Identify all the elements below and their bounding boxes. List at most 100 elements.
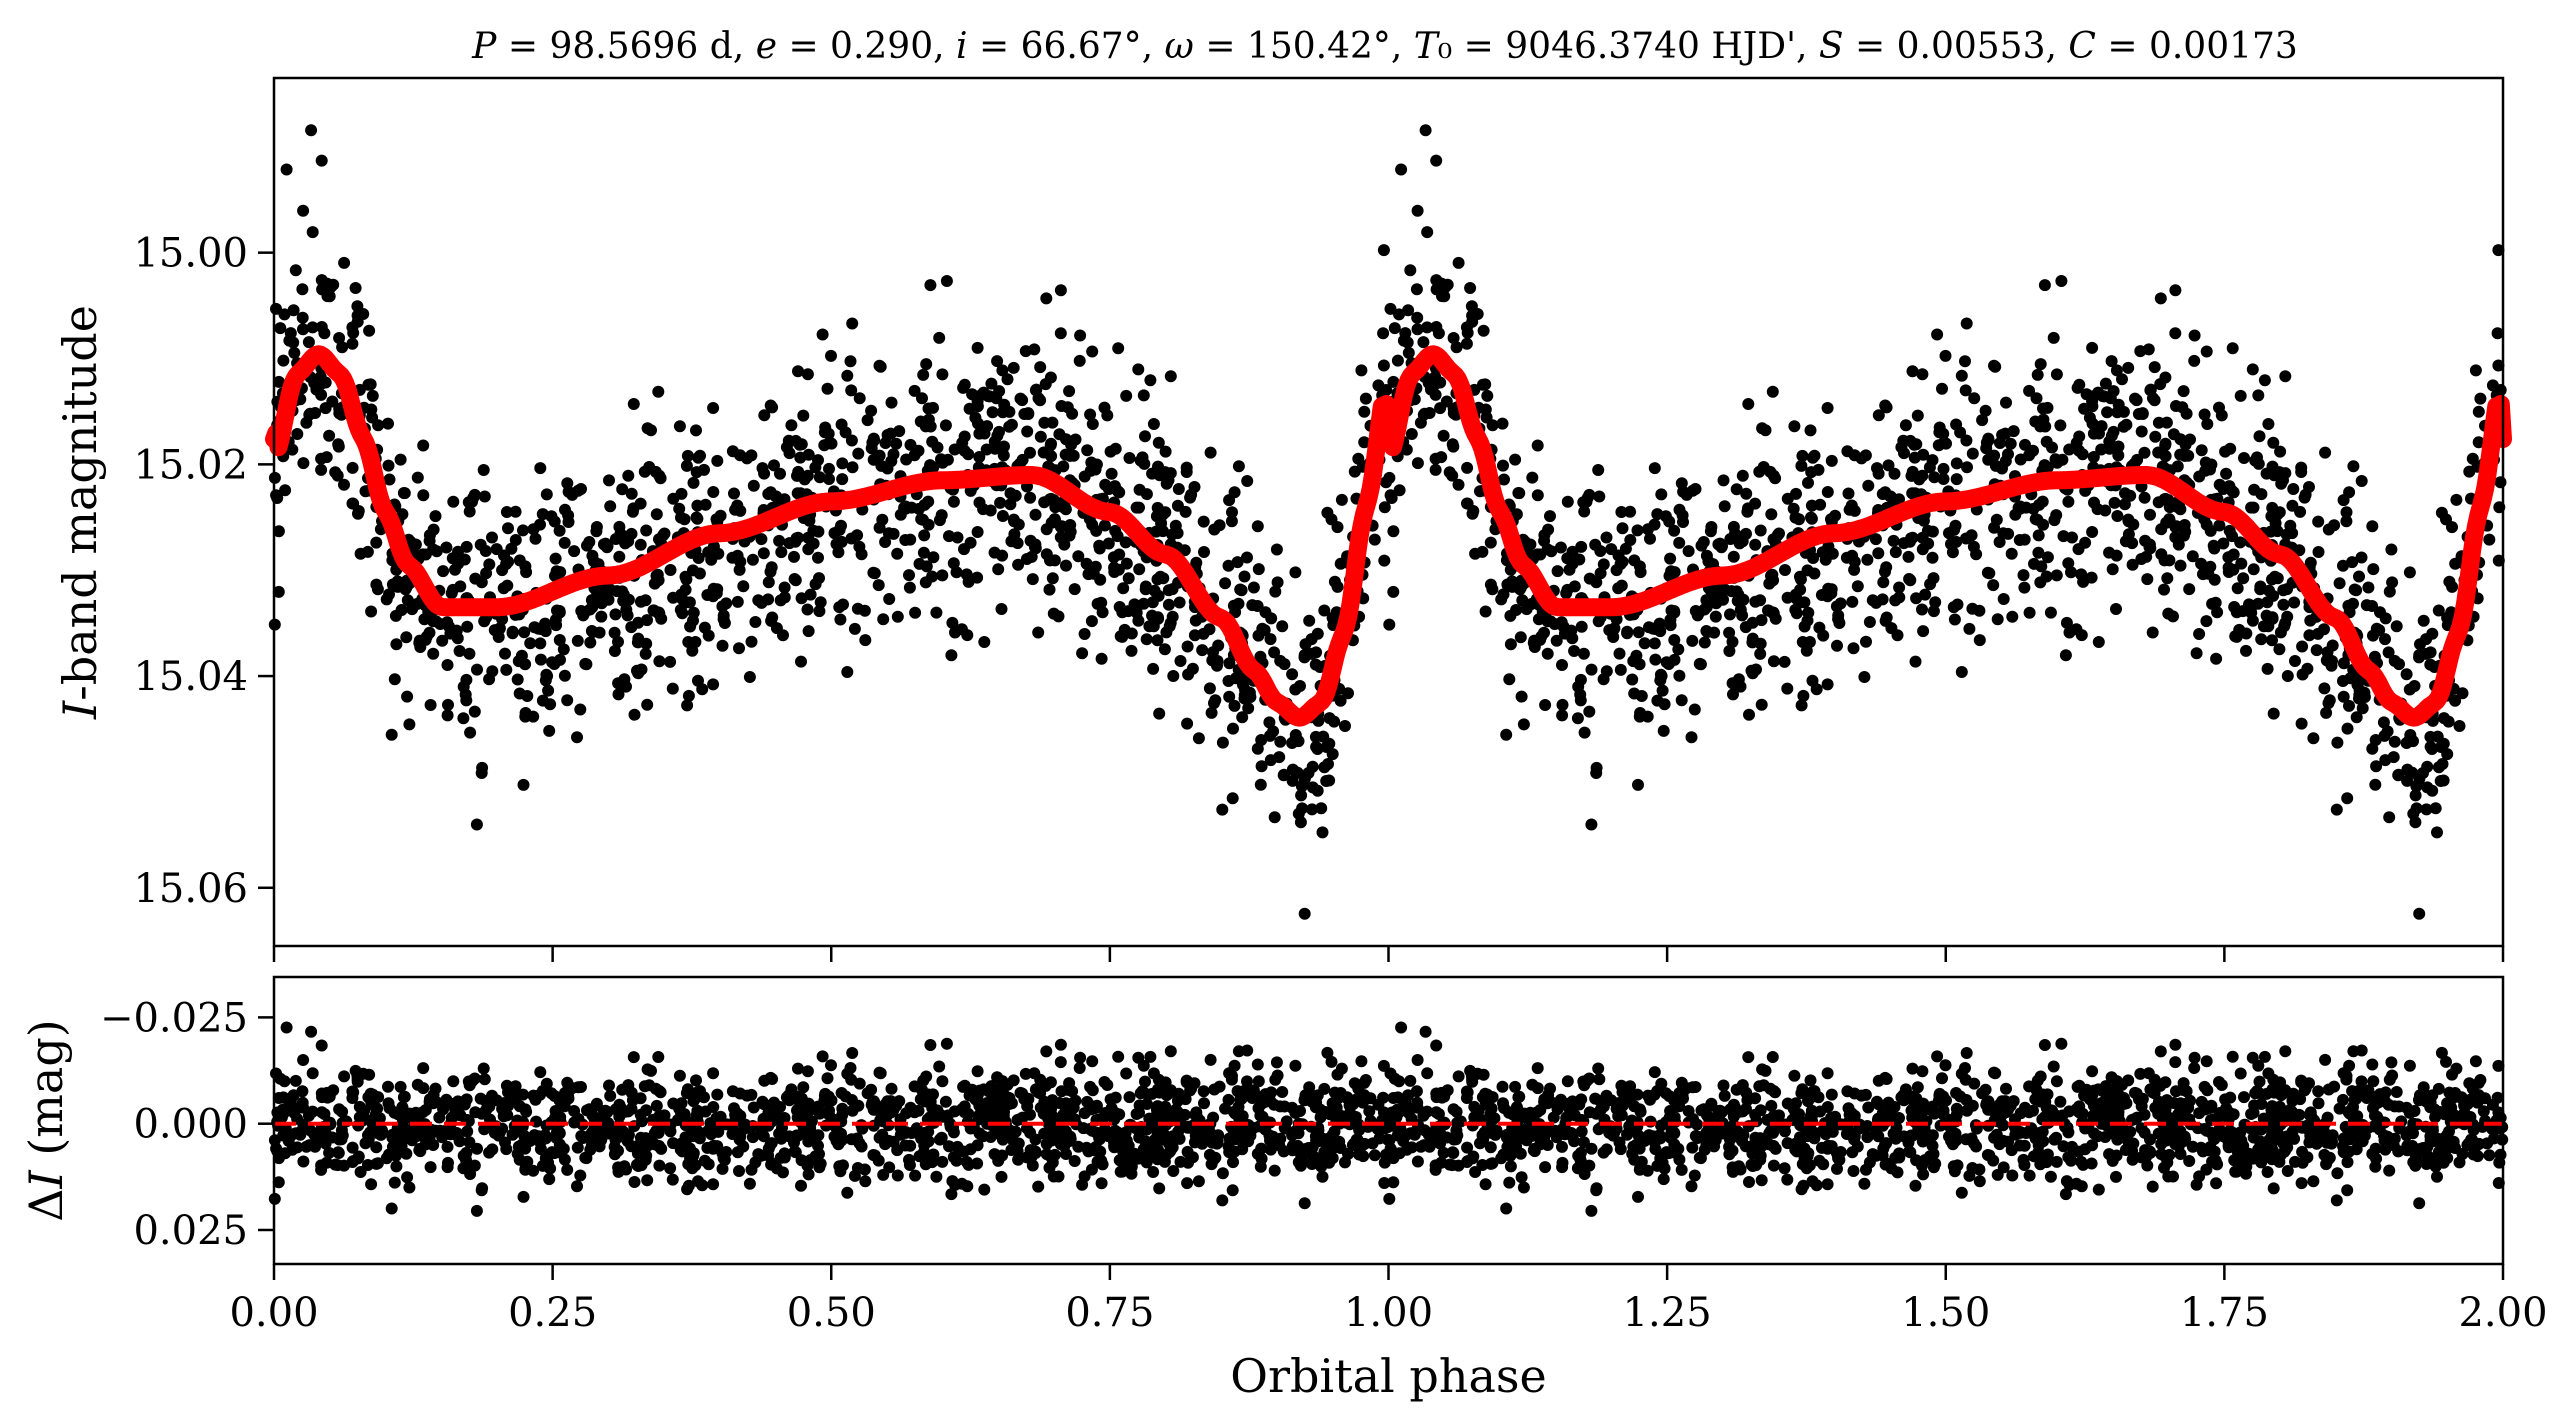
residual-point <box>2337 1132 2350 1145</box>
light-curve-point <box>1649 653 1662 666</box>
light-curve-point <box>2076 448 2089 461</box>
residual-point <box>645 1064 657 1077</box>
light-curve-point <box>306 226 319 239</box>
light-curve-point <box>549 552 562 565</box>
light-curve-point <box>382 417 394 430</box>
light-curve-point <box>1057 460 1070 473</box>
light-curve-point <box>1007 361 1020 374</box>
light-curve-point <box>1825 513 1837 526</box>
residual-point <box>2312 1085 2325 1098</box>
residual-point <box>2366 1058 2379 1071</box>
light-curve-point <box>2295 461 2308 474</box>
residual-point <box>2227 1108 2240 1121</box>
light-curve-point <box>846 317 859 330</box>
residual-point <box>1113 1108 1126 1121</box>
light-curve-point <box>2417 614 2430 627</box>
light-curve-point <box>890 437 903 450</box>
residual-point <box>2224 1091 2237 1104</box>
light-curve-point <box>1291 766 1304 779</box>
light-curve-point <box>2424 646 2437 659</box>
light-curve-point <box>2355 475 2368 487</box>
light-curve-point <box>1247 581 1260 594</box>
light-curve-point <box>2190 647 2203 660</box>
light-curve-point <box>397 487 410 499</box>
light-curve-point <box>1359 392 1372 405</box>
light-curve-point <box>823 473 835 485</box>
light-curve-point <box>424 699 437 711</box>
light-curve-point <box>801 469 814 482</box>
light-curve-point <box>2096 390 2109 403</box>
light-curve-point <box>1685 731 1698 744</box>
light-curve-point <box>2148 394 2161 407</box>
light-curve-point <box>1575 620 1588 633</box>
light-curve-point <box>1159 466 1172 479</box>
light-curve-point <box>2138 491 2151 504</box>
residual-point <box>664 1125 677 1138</box>
light-curve-point <box>1516 594 1529 607</box>
light-curve-point <box>2091 503 2104 516</box>
light-curve-point <box>1700 549 1713 562</box>
light-curve-point <box>950 566 963 579</box>
light-curve-point <box>289 264 302 277</box>
light-curve-point <box>988 546 1001 559</box>
light-curve-point <box>1804 424 1817 437</box>
light-curve-point <box>1988 449 2001 462</box>
light-curve-point <box>2086 417 2099 430</box>
light-curve-point <box>1558 627 1571 640</box>
light-curve-point <box>812 454 824 467</box>
residual-point <box>1479 1178 1492 1191</box>
light-curve-point <box>2373 624 2386 637</box>
light-curve-point <box>704 547 717 560</box>
light-curve-point <box>1615 506 1628 518</box>
residual-point <box>1335 1062 1348 1075</box>
light-curve-point <box>2183 583 2196 596</box>
light-curve-point <box>2086 400 2099 413</box>
light-curve-point <box>274 322 287 335</box>
light-curve-point <box>1192 732 1205 745</box>
light-curve-point <box>1742 398 1755 410</box>
light-curve-point <box>922 495 935 508</box>
light-curve-point <box>1098 519 1111 532</box>
light-curve-point <box>585 625 598 637</box>
residual-point <box>1517 1181 1530 1194</box>
residual-point <box>603 1079 615 1092</box>
light-curve-point <box>1908 438 1921 451</box>
light-curve-point <box>574 703 587 716</box>
residual-point <box>2169 1038 2182 1051</box>
light-curve-point <box>1209 694 1222 707</box>
light-curve-point <box>2152 416 2165 429</box>
light-curve-point <box>2188 354 2201 367</box>
light-curve-point <box>791 469 803 482</box>
light-curve-point <box>323 429 336 442</box>
light-curve-point <box>315 388 328 401</box>
residual-point <box>1289 1059 1302 1072</box>
residual-point <box>947 1151 960 1164</box>
light-curve-point <box>1657 724 1670 737</box>
residual-point <box>336 1129 349 1142</box>
light-curve-point <box>2154 292 2167 305</box>
light-curve-point <box>617 588 630 601</box>
light-curve-point <box>1241 551 1253 564</box>
light-curve-point <box>423 529 436 542</box>
light-curve-point <box>698 621 711 634</box>
light-curve-point <box>2093 427 2105 440</box>
light-curve-point <box>2279 370 2292 383</box>
light-curve-point <box>2057 530 2070 543</box>
light-curve-point <box>2494 476 2507 489</box>
light-curve-point <box>1298 907 1311 920</box>
light-curve-point <box>1162 598 1175 611</box>
light-curve-point <box>1727 550 1740 563</box>
light-curve-point <box>2421 760 2434 773</box>
residual-point <box>1123 1091 1136 1104</box>
light-curve-point <box>1943 527 1955 540</box>
light-curve-point <box>1698 636 1711 649</box>
light-curve-point <box>1534 548 1547 561</box>
residual-point <box>280 1021 293 1034</box>
light-curve-point <box>2154 378 2167 391</box>
light-curve-point <box>2295 717 2308 730</box>
residual-point <box>874 1067 887 1080</box>
light-curve-point <box>519 707 532 719</box>
residual-point <box>561 1163 574 1176</box>
light-curve-point <box>1139 430 1151 443</box>
light-curve-point <box>1860 635 1872 648</box>
